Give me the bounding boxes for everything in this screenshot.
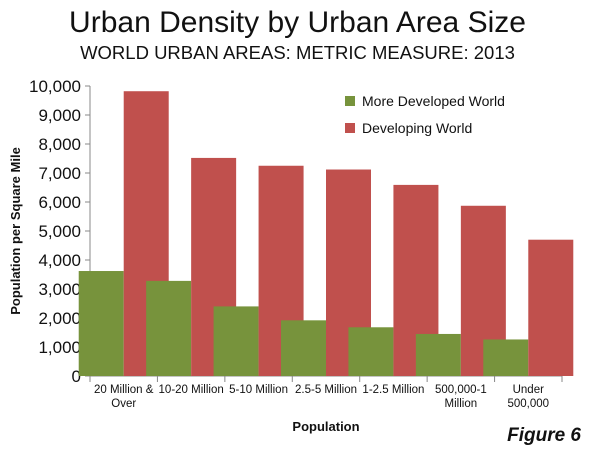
chart-title: Urban Density by Urban Area Size [69, 6, 526, 39]
x-tick-label: 500,000-1 [435, 384, 487, 396]
y-tick-label: 5,000 [38, 222, 81, 241]
x-tick-label: Million [445, 398, 478, 410]
x-tick-label: 10-20 Million [159, 384, 224, 396]
x-tick-label: 5-10 Million [229, 384, 288, 396]
chart-subtitle: WORLD URBAN AREAS: METRIC MEASURE: 2013 [80, 42, 515, 63]
bar-more-developed [348, 327, 394, 376]
x-tick-label: 1-2.5 Million [362, 384, 424, 396]
bar-more-developed [146, 280, 192, 376]
bar-developing [528, 239, 574, 376]
y-tick-label: 1,000 [38, 338, 81, 357]
y-tick-label: 4,000 [38, 251, 81, 270]
legend-swatch [345, 123, 355, 133]
y-tick-label: 8,000 [38, 135, 81, 154]
legend-swatch [345, 96, 355, 106]
y-tick-label: 0 [72, 367, 81, 386]
bar-more-developed [213, 306, 259, 376]
y-tick-label: 2,000 [38, 309, 81, 328]
x-tick-label: Over [111, 398, 136, 410]
x-tick-label: 20 Million & [94, 384, 154, 396]
bar-more-developed [483, 339, 529, 376]
y-tick-label: 6,000 [38, 193, 81, 212]
y-tick-label: 10,000 [29, 77, 81, 96]
y-tick-label: 3,000 [38, 280, 81, 299]
bar-more-developed [78, 271, 124, 376]
bar-more-developed [415, 333, 461, 376]
bar-more-developed [281, 320, 326, 376]
figure-label: Figure 6 [507, 425, 581, 446]
x-tick-label: 500,000 [507, 398, 549, 410]
legend-label: More Developed World [362, 93, 505, 109]
x-tick-label: 2.5-5 Million [295, 384, 357, 396]
y-tick-label: 9,000 [38, 106, 81, 125]
x-axis-title: Population [292, 419, 359, 434]
y-tick-label: 7,000 [38, 164, 81, 183]
legend-label: Developing World [362, 120, 472, 136]
y-axis-title: Population per Square Mile [8, 147, 23, 315]
x-tick-label: Under [513, 384, 544, 396]
